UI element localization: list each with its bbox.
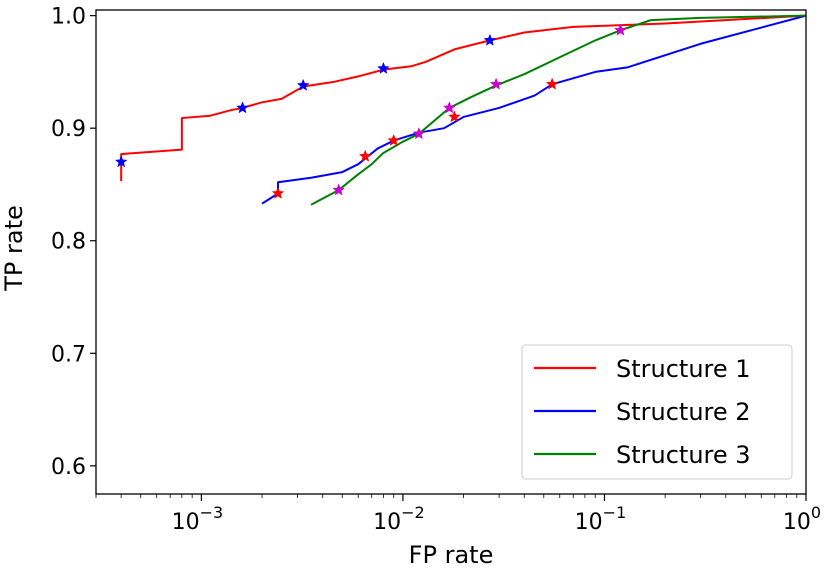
- series-line-2: [261, 14, 807, 205]
- series-3-marker-1: [332, 183, 346, 196]
- series-1-marker-3: [296, 78, 310, 91]
- y-tick-label-4: 0.9: [51, 117, 86, 142]
- legend-label-1: Structure 1: [616, 355, 751, 383]
- y-tick-label-1: 0.6: [51, 455, 86, 480]
- series-1-marker-4: [377, 61, 390, 74]
- series-1-marker-1: [114, 155, 128, 168]
- series-1-marker-5: [483, 33, 497, 46]
- axes-frame: [95, 9, 807, 495]
- series-3-marker-4: [489, 77, 503, 90]
- y-tick-label-3: 0.8: [51, 230, 86, 255]
- series-3-marker-3: [443, 101, 456, 114]
- legend-box: [521, 344, 793, 480]
- series-2-marker-2: [358, 149, 372, 162]
- series-2-marker-3: [387, 133, 401, 146]
- series-1-marker-2: [236, 101, 249, 114]
- series-3-marker-5: [614, 23, 627, 36]
- legend-label-2: Structure 2: [616, 398, 751, 426]
- x-tick-label-3: 10−1: [575, 503, 627, 535]
- series-3-marker-2: [412, 127, 426, 140]
- series-2-marker-4: [448, 110, 461, 123]
- legend: Structure 1 Structure 2 Structure 3: [521, 344, 793, 480]
- x-tick-label-4: 100: [783, 503, 821, 535]
- y-axis-label: TP rate: [0, 205, 28, 292]
- x-axis-title: FP rate: [409, 541, 494, 569]
- y-tick-label-2: 0.7: [51, 342, 86, 367]
- series-2-marker-5: [545, 77, 559, 90]
- series-line-1: [120, 14, 807, 182]
- series-layer: [120, 14, 807, 206]
- y-axis-title: TP rate: [0, 205, 28, 292]
- x-tick-label-1: 10−3: [172, 503, 224, 535]
- x-tick-label-2: 10−2: [373, 503, 425, 535]
- legend-label-3: Structure 3: [616, 441, 751, 469]
- series-line-3: [310, 14, 807, 206]
- series-2-marker-1: [271, 186, 285, 199]
- marker-layer: [114, 23, 627, 199]
- y-tick-label-5: 1.0: [51, 5, 86, 30]
